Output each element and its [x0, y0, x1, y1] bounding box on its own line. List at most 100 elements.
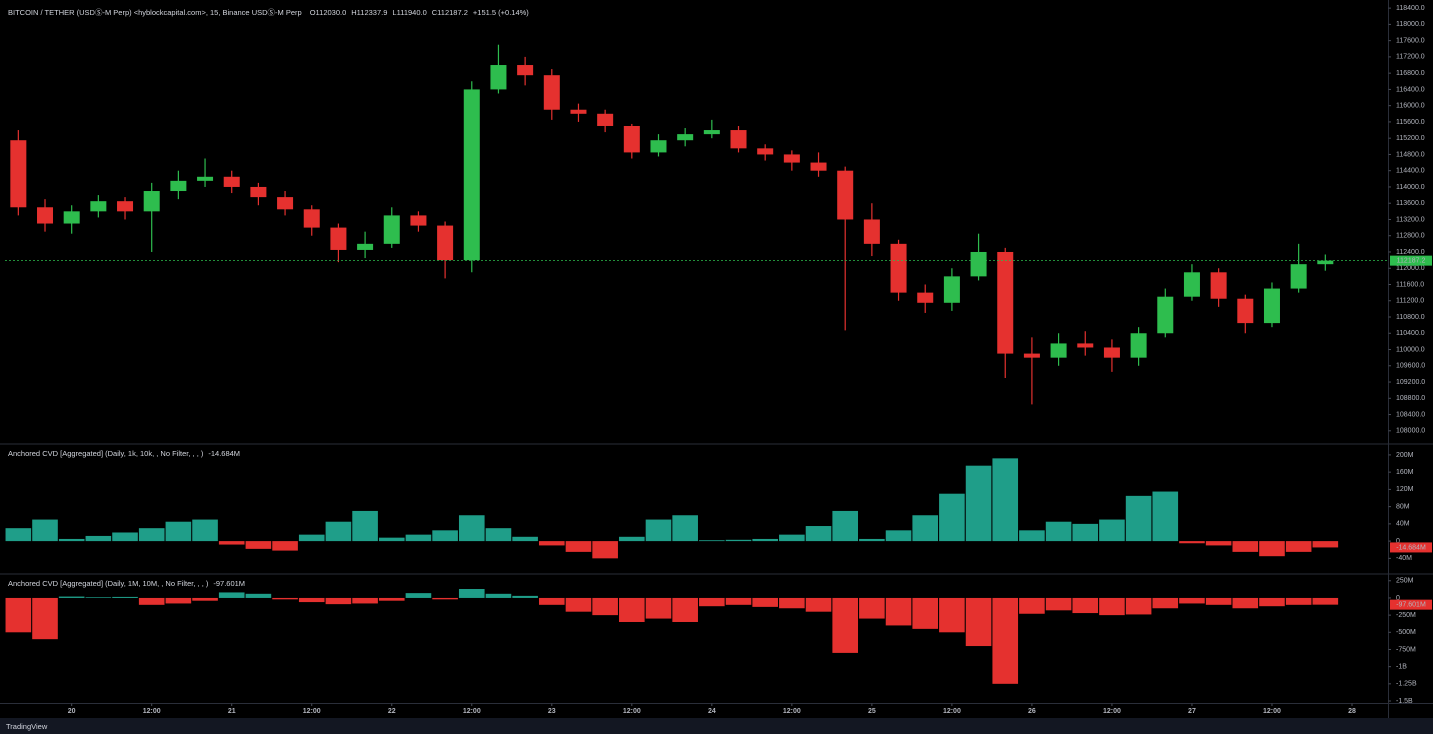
candle-body — [730, 130, 747, 149]
x-tick-label: 12:00 — [1103, 708, 1121, 715]
y-tick-label: 118000.0 — [1396, 21, 1425, 28]
cvd-bar — [965, 597, 992, 647]
y-tick-label: 200M — [1396, 452, 1414, 459]
cvd-bar — [592, 541, 618, 559]
cvd-bar — [138, 528, 165, 542]
cvd-bar — [859, 597, 885, 619]
cvd-bar — [912, 597, 939, 629]
cvd-bar — [272, 597, 298, 600]
cvd-bar — [458, 589, 485, 598]
cvd-bar — [885, 530, 912, 542]
y-tick-label: 113600.0 — [1396, 200, 1425, 207]
cvd-bar — [85, 535, 112, 542]
footer-brand[interactable]: TradingView — [6, 722, 48, 731]
candle-body — [383, 215, 400, 244]
candle-body — [490, 65, 507, 90]
candle-body — [250, 186, 267, 198]
cvd-bar — [725, 539, 752, 542]
cvd-bar — [1259, 541, 1285, 557]
cvd-bar — [5, 528, 32, 542]
cvd-bar — [1312, 597, 1339, 605]
cvd-bar — [805, 597, 832, 612]
cvd-bar — [859, 538, 885, 542]
candle-body — [703, 130, 720, 135]
candle-body — [863, 219, 880, 244]
cvd-bar — [1045, 521, 1072, 542]
cvd-bar — [138, 597, 165, 605]
cvd-bar — [32, 519, 58, 542]
cvd-bar — [58, 538, 85, 542]
cvd-bar — [699, 597, 725, 607]
cvd-bar — [1019, 597, 1045, 614]
cvd-bar — [779, 597, 805, 609]
cvd-bar — [1285, 597, 1312, 605]
candle-body — [223, 176, 240, 187]
candle-body — [810, 162, 827, 171]
cvd-bar — [405, 534, 432, 542]
cvd-bar — [939, 493, 965, 542]
cvd-bar — [565, 541, 592, 552]
cvd-bar — [992, 458, 1019, 542]
y-tick-label: 250M — [1396, 578, 1414, 585]
cvd-bar — [1259, 597, 1285, 607]
cvd-bar — [1152, 597, 1179, 609]
cvd-bar — [832, 510, 859, 542]
cvd-bar — [1072, 597, 1099, 614]
last-value-box — [1390, 599, 1432, 610]
cvd-bar — [378, 597, 405, 601]
y-tick-label: 111600.0 — [1396, 281, 1424, 288]
candle-body — [303, 209, 320, 228]
y-tick-label: 112800.0 — [1396, 233, 1425, 240]
cvd-bar — [5, 597, 32, 633]
candle-body — [143, 191, 160, 212]
cvd-bar — [1232, 541, 1259, 552]
ohlc-label: L111940.0 — [392, 8, 426, 17]
cvd-bar — [672, 597, 698, 622]
y-tick-label: 114000.0 — [1396, 184, 1425, 191]
pane-value: -97.601M — [213, 579, 245, 588]
candle-body — [197, 176, 214, 181]
candle-body — [1023, 353, 1040, 358]
cvd-bar — [298, 534, 325, 542]
pane-value: -14.684M — [208, 449, 240, 458]
candle-body — [1183, 272, 1200, 297]
y-tick-label: 117600.0 — [1396, 37, 1425, 44]
cvd-bar — [672, 515, 698, 542]
candle-body — [357, 243, 374, 250]
candle-body — [1317, 260, 1334, 265]
cvd-bar — [752, 538, 778, 542]
cvd-bar — [85, 597, 112, 598]
y-tick-label: 160M — [1396, 469, 1414, 476]
candle-body — [90, 201, 107, 212]
candle-body — [837, 170, 854, 220]
cvd-bar — [619, 597, 645, 622]
cvd-bar — [752, 597, 778, 607]
y-tick-label: -1B — [1396, 663, 1407, 670]
ohlc-label: C112187.2 — [432, 8, 468, 17]
candle-body — [570, 109, 587, 114]
cvd-bar — [192, 597, 218, 601]
x-tick-label: 12:00 — [463, 708, 481, 715]
candle-body — [1050, 343, 1067, 358]
ohlc-label: O112030.0 — [310, 8, 347, 17]
candle-body — [1237, 298, 1254, 324]
y-tick-label: 111200.0 — [1396, 298, 1424, 305]
cvd-bar — [912, 515, 939, 542]
cvd-bar — [939, 597, 965, 633]
cvd-bar — [112, 532, 138, 542]
y-tick-label: 120M — [1396, 486, 1414, 493]
x-tick-label: 21 — [228, 708, 236, 715]
pane-title: Anchored CVD [Aggregated] (Daily, 1k, 10… — [8, 449, 204, 458]
candle-body — [677, 134, 694, 141]
y-tick-label: 116400.0 — [1396, 86, 1425, 93]
footer-bar — [0, 718, 1433, 734]
y-tick-label: 115600.0 — [1396, 119, 1425, 126]
candle-body — [1157, 296, 1174, 334]
candle-body — [1077, 343, 1094, 348]
candle-body — [997, 251, 1014, 354]
x-tick-label: 25 — [868, 708, 876, 715]
cvd-bar — [1312, 541, 1339, 548]
